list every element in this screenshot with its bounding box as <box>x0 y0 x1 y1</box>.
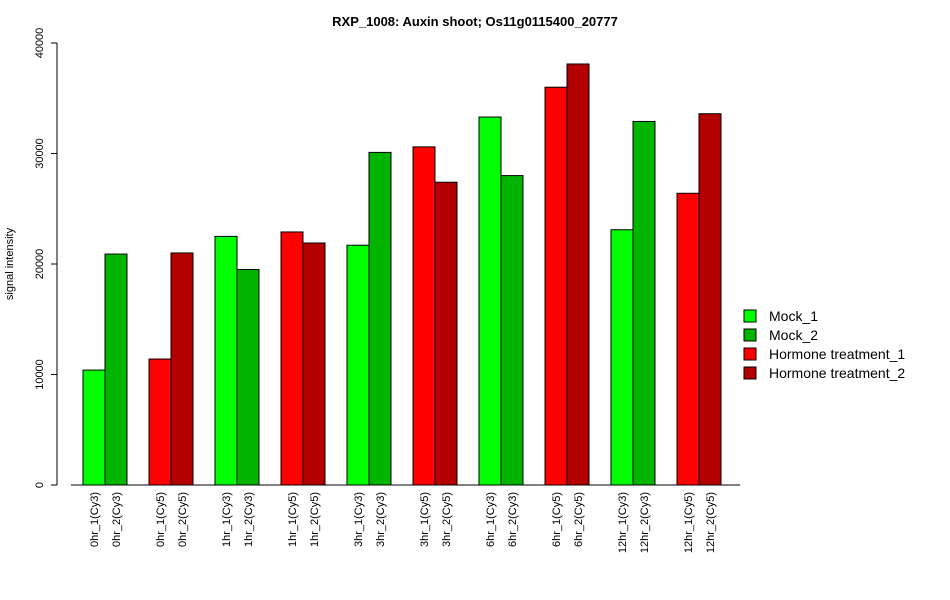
x-tick-label: 3hr_2(Cy5) <box>441 492 453 547</box>
x-tick-label: 0hr_2(Cy3) <box>111 492 123 547</box>
bar <box>346 244 370 486</box>
bar <box>280 231 304 486</box>
x-tick-label: 6hr_2(Cy3) <box>507 492 519 547</box>
bar <box>544 86 568 486</box>
x-tick-label: 6hr_1(Cy5) <box>551 492 563 547</box>
bar <box>434 181 458 486</box>
x-tick-label: 3hr_2(Cy3) <box>375 492 387 547</box>
bar <box>698 113 722 486</box>
x-tick-label: 6hr_2(Cy5) <box>573 492 585 547</box>
bar <box>368 151 392 486</box>
x-tick-label: 0hr_1(Cy3) <box>89 492 101 547</box>
legend-label: Mock_2 <box>769 327 818 343</box>
y-tick-label: 20000 <box>34 249 46 280</box>
y-tick-label: 10000 <box>34 359 46 390</box>
bar <box>170 252 194 486</box>
x-tick-label: 1hr_2(Cy5) <box>309 492 321 547</box>
x-tick-label: 3hr_1(Cy3) <box>353 492 365 547</box>
x-tick-label: 6hr_1(Cy3) <box>485 492 497 547</box>
legend-label: Hormone treatment_1 <box>769 346 905 362</box>
bar <box>214 235 238 486</box>
bar <box>412 146 436 486</box>
bar <box>148 358 172 486</box>
legend: Mock_1 Mock_2 Hormone treatment_1 Hormone t… <box>743 308 905 381</box>
x-tick-label: 0hr_2(Cy5) <box>177 492 189 547</box>
x-tick-label: 12hr_1(Cy3) <box>617 492 629 553</box>
bar <box>236 269 260 486</box>
bars-group <box>82 63 722 486</box>
bar <box>610 229 634 486</box>
legend-swatch <box>743 347 757 361</box>
bar <box>566 63 590 486</box>
x-tick-label: 1hr_1(Cy5) <box>287 492 299 547</box>
x-tick-labels: 0hr_1(Cy3) 0hr_2(Cy3) 0hr_1(Cy5) 0hr_2(Cy5)… <box>89 492 717 553</box>
x-tick-label: 12hr_2(Cy3) <box>639 492 651 553</box>
legend-swatch <box>743 366 757 380</box>
bar <box>302 242 326 486</box>
x-tick-label: 1hr_1(Cy3) <box>221 492 233 547</box>
y-tick-label: 30000 <box>34 138 46 169</box>
x-tick-label: 0hr_1(Cy5) <box>155 492 167 547</box>
legend-label: Mock_1 <box>769 308 818 324</box>
x-tick-label: 12hr_2(Cy5) <box>705 492 717 553</box>
y-axis-label: signal intensity <box>4 227 16 300</box>
legend-swatch <box>743 309 757 323</box>
legend-label: Hormone treatment_2 <box>769 365 905 381</box>
bar <box>82 369 106 486</box>
bar <box>478 116 502 486</box>
x-tick-label: 3hr_1(Cy5) <box>419 492 431 547</box>
bar <box>104 253 128 486</box>
y-tick-label: 40000 <box>34 28 46 59</box>
x-tick-label: 1hr_2(Cy3) <box>243 492 255 547</box>
bar <box>632 120 656 486</box>
bar <box>500 175 524 486</box>
legend-swatch <box>743 328 757 342</box>
x-tick-label: 12hr_1(Cy5) <box>683 492 695 553</box>
bar <box>676 192 700 486</box>
y-tick-label: 0 <box>34 482 46 488</box>
y-axis: 0 10000 20000 30000 40000 <box>34 28 58 488</box>
chart-title: RXP_1008: Auxin shoot; Os11g0115400_2077… <box>332 14 618 29</box>
